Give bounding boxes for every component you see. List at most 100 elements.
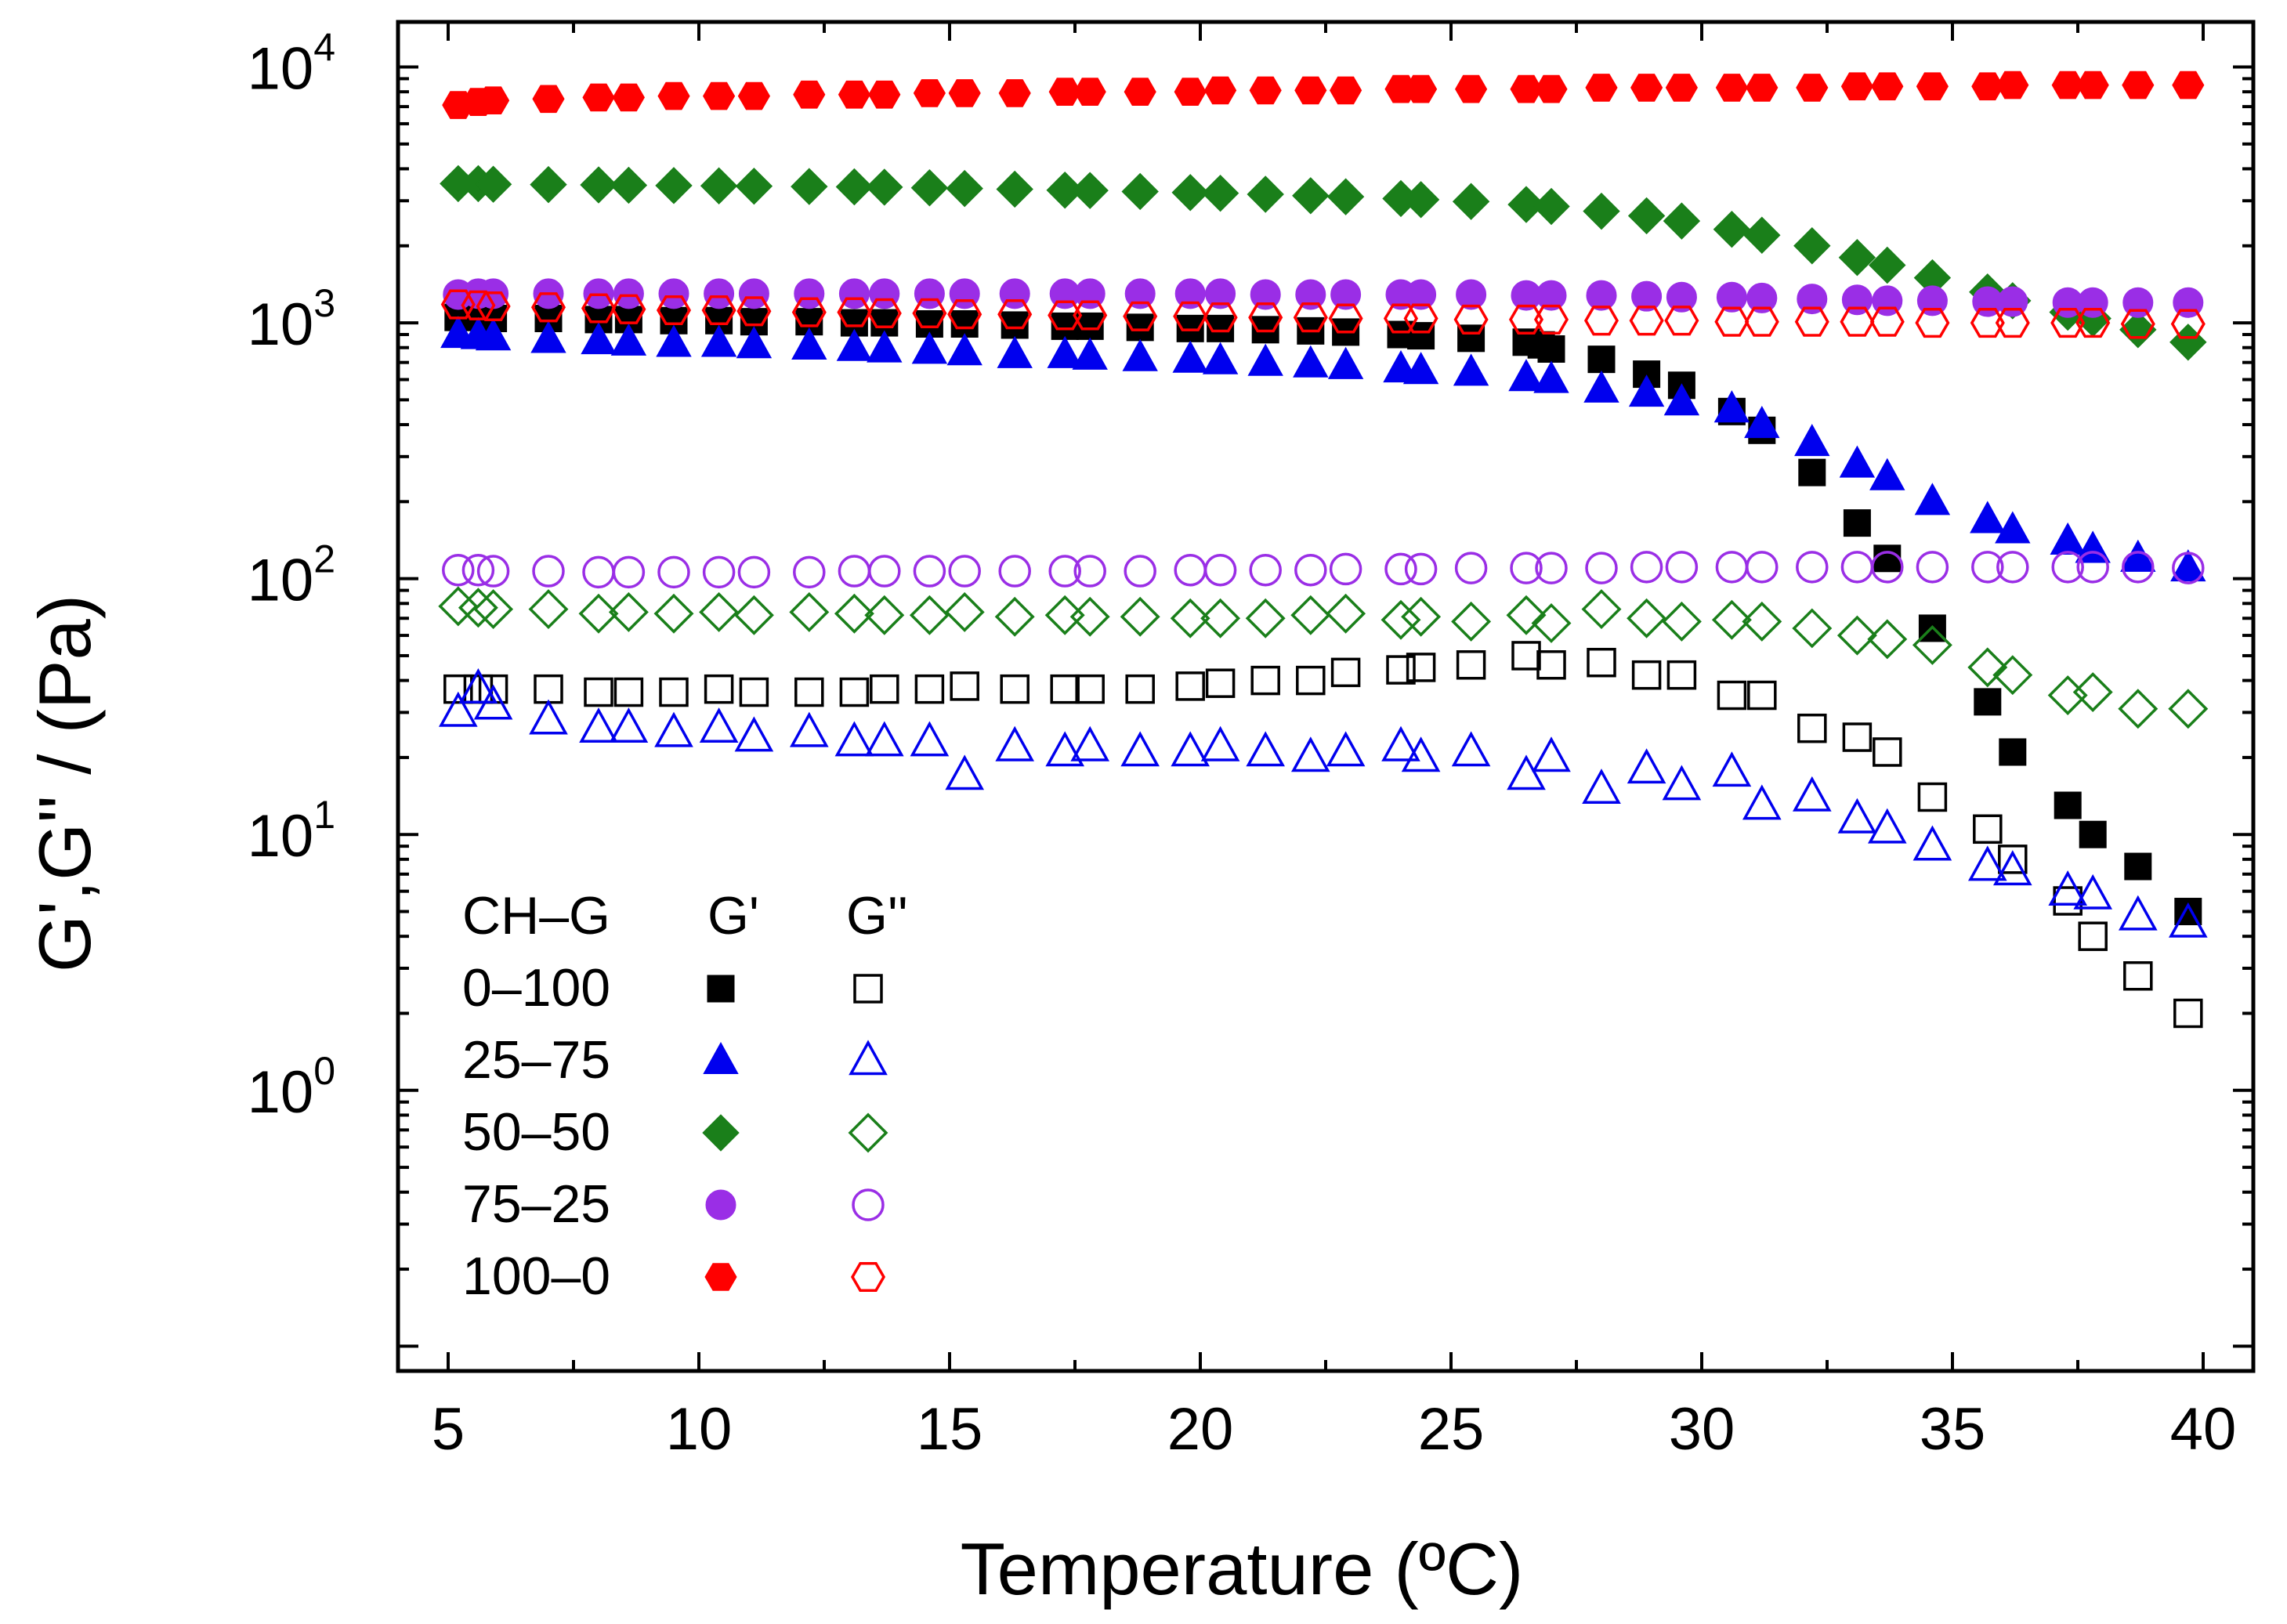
legend-marker bbox=[848, 1112, 888, 1153]
data-point bbox=[2119, 311, 2157, 349]
data-point bbox=[532, 85, 565, 114]
data-point bbox=[868, 80, 901, 109]
data-point bbox=[530, 320, 566, 353]
data-point bbox=[1713, 390, 1750, 423]
series-100–0-loss bbox=[440, 289, 2206, 339]
data-point bbox=[442, 553, 475, 587]
data-point bbox=[476, 291, 511, 322]
data-point bbox=[2123, 961, 2153, 991]
data-point bbox=[580, 166, 617, 204]
data-point bbox=[2073, 873, 2113, 910]
data-point bbox=[699, 591, 740, 632]
legend-marker bbox=[852, 1188, 885, 1221]
data-point bbox=[2168, 902, 2208, 938]
data-point bbox=[579, 707, 618, 743]
data-point bbox=[1583, 370, 1619, 403]
data-point bbox=[1583, 306, 1619, 336]
data-point bbox=[1245, 598, 1286, 638]
data-point bbox=[613, 677, 644, 707]
data-point bbox=[1290, 595, 1331, 635]
data-point bbox=[1715, 551, 1749, 584]
data-point bbox=[946, 169, 983, 208]
data-point bbox=[581, 322, 617, 355]
data-point bbox=[1792, 608, 1833, 649]
data-point bbox=[1582, 769, 1621, 805]
data-point bbox=[1536, 280, 1567, 311]
data-point bbox=[656, 295, 692, 326]
data-point bbox=[1747, 680, 1777, 711]
data-point bbox=[1510, 74, 1543, 103]
data-point bbox=[1843, 509, 1871, 537]
data-point bbox=[1744, 306, 1779, 337]
data-point bbox=[1873, 737, 1902, 767]
data-point bbox=[1295, 279, 1326, 310]
data-point bbox=[2172, 71, 2205, 99]
data-point bbox=[1869, 246, 1906, 284]
data-point bbox=[1713, 211, 1751, 248]
data-point bbox=[1630, 74, 1663, 102]
data-point bbox=[913, 555, 946, 588]
data-point bbox=[1294, 553, 1327, 587]
data-point bbox=[1072, 337, 1108, 370]
data-point bbox=[837, 297, 872, 327]
data-point bbox=[1294, 76, 1327, 105]
legend-label: 25–75 bbox=[462, 1030, 610, 1090]
data-point bbox=[2051, 551, 2084, 584]
data-point bbox=[1050, 674, 1080, 704]
data-point bbox=[1120, 731, 1160, 767]
data-point bbox=[701, 295, 736, 326]
data-point bbox=[657, 81, 690, 110]
data-point bbox=[1170, 598, 1210, 638]
data-point bbox=[473, 684, 513, 720]
data-point bbox=[473, 589, 514, 630]
data-point bbox=[946, 333, 982, 366]
data-point bbox=[458, 668, 498, 703]
data-point bbox=[995, 725, 1035, 761]
data-point bbox=[793, 80, 826, 109]
x-tick-label: 40 bbox=[2170, 1396, 2237, 1463]
data-point bbox=[1404, 552, 1438, 586]
data-point bbox=[1533, 360, 1569, 393]
data-point bbox=[1971, 72, 2004, 101]
x-axis-label: Temperature (ºC) bbox=[961, 1528, 1524, 1610]
data-point bbox=[998, 555, 1031, 588]
legend-marker bbox=[707, 975, 735, 1003]
series-100–0-storage bbox=[442, 71, 2205, 119]
data-point bbox=[1871, 72, 1904, 101]
data-point bbox=[1406, 653, 1436, 682]
data-point bbox=[2078, 921, 2108, 951]
data-point bbox=[474, 165, 512, 203]
data-point bbox=[1205, 668, 1236, 698]
data-point bbox=[1383, 303, 1419, 334]
data-point bbox=[659, 677, 689, 707]
data-point bbox=[702, 555, 736, 589]
data-point bbox=[834, 721, 874, 757]
data-point bbox=[1869, 306, 1905, 337]
data-point bbox=[1508, 304, 1544, 335]
data-point bbox=[910, 721, 950, 757]
data-point bbox=[948, 555, 981, 588]
data-point bbox=[1451, 731, 1491, 767]
data-point bbox=[1916, 551, 1949, 584]
data-point bbox=[1071, 172, 1109, 209]
data-point bbox=[1535, 552, 1568, 584]
data-point bbox=[611, 294, 646, 324]
data-point bbox=[1204, 76, 1237, 105]
data-point bbox=[1402, 352, 1439, 385]
data-point bbox=[1792, 776, 1832, 812]
legend-marker bbox=[849, 1040, 888, 1076]
data-point bbox=[476, 555, 510, 588]
data-point bbox=[945, 754, 985, 790]
data-point bbox=[1838, 239, 1876, 277]
data-point bbox=[1455, 74, 1488, 103]
legend-label: 100–0 bbox=[462, 1246, 610, 1306]
data-point bbox=[1583, 192, 1620, 230]
data-point bbox=[2050, 522, 2086, 555]
legend-marker bbox=[704, 1263, 737, 1291]
data-point bbox=[530, 165, 567, 204]
data-point bbox=[2076, 551, 2109, 584]
data-point bbox=[1663, 383, 1700, 416]
x-tick-label: 10 bbox=[666, 1396, 733, 1463]
data-point bbox=[1873, 544, 1902, 573]
